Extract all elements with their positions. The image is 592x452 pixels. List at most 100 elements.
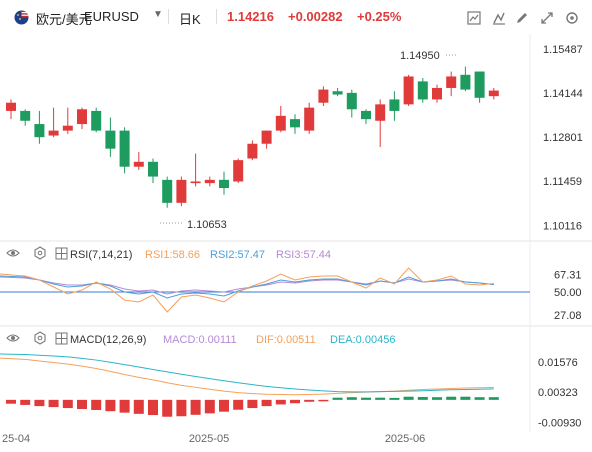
rsi-tick-label: 67.31 [554, 270, 582, 282]
symbol-name[interactable]: 欧元/美元 [36, 12, 92, 27]
date-tick-label: 2025-05 [189, 433, 229, 445]
candle-body [403, 76, 414, 105]
macd-histogram-bar [204, 399, 215, 414]
macd-tick-label: 0.01576 [538, 357, 578, 369]
candle-body [417, 81, 428, 100]
rsi-tick-label: 50.00 [554, 287, 582, 299]
rsi-axis: 67.31 50.00 27.08 [554, 270, 582, 322]
symbol-code[interactable]: EURUSD [84, 9, 139, 24]
fullscreen-icon[interactable] [538, 9, 556, 27]
macd-histogram-bar [389, 397, 400, 400]
macd-histogram-bar [275, 399, 286, 405]
settings-icon[interactable] [563, 9, 581, 27]
macd-histogram-bar [346, 397, 357, 400]
macd-histogram-bar [48, 399, 59, 408]
macd-histogram-bar [77, 399, 87, 410]
candle-body [34, 124, 45, 138]
macd-histogram-bar [105, 399, 116, 412]
candle-body [162, 179, 173, 203]
candle-body [233, 160, 244, 182]
macd-tick-label: 0.00323 [538, 387, 578, 399]
macd-histogram-bar [261, 399, 272, 407]
dea-line [0, 353, 494, 393]
macd-histogram-bar [460, 396, 471, 400]
candle-body [119, 130, 130, 167]
header-divider [216, 9, 217, 24]
macd-histogram-bar [403, 396, 414, 400]
candle-body [432, 87, 442, 100]
candle-body [91, 110, 102, 131]
candle-body [204, 179, 215, 184]
header-divider [168, 9, 169, 24]
indicator-icon[interactable] [490, 9, 508, 27]
candle-body [290, 119, 300, 128]
dea-legend: DEA:0.00456 [330, 334, 395, 346]
grid-icon[interactable] [55, 247, 68, 260]
price-tick-label: 1.11459 [543, 176, 582, 188]
macd-legend: MACD:0.00111 [163, 334, 237, 346]
candle-body [474, 71, 485, 98]
candle-body [62, 125, 73, 131]
candle-body [261, 130, 272, 144]
candle-body [77, 109, 87, 125]
macd-histogram-bar [190, 399, 201, 415]
candle-body [219, 179, 229, 189]
candle-body [133, 161, 144, 167]
candle-body [176, 179, 187, 203]
candle-body [190, 181, 201, 184]
price-axis: 1.15487 1.14144 1.12801 1.11459 1.10116 [543, 44, 583, 232]
us-eu-flag-icon [14, 10, 29, 25]
macd-histogram-bar [446, 396, 457, 400]
settings-icon[interactable] [34, 246, 46, 260]
draw-icon[interactable] [513, 9, 531, 27]
candle-body [105, 130, 116, 149]
candle-body [460, 74, 471, 90]
macd-histogram-bar [62, 399, 73, 409]
rsi1-legend: RSI1:58.66 [145, 249, 200, 261]
macd-histogram-bar [432, 397, 442, 400]
price-tick-label: 1.15487 [543, 44, 583, 56]
rsi-tick-label: 27.08 [554, 310, 582, 322]
macd-histogram-bar [318, 399, 329, 402]
candle-body [304, 107, 315, 131]
macd-series [0, 353, 499, 417]
macd-axis: 0.01576 0.00323 -0.00930 [538, 357, 581, 429]
grid-icon[interactable] [55, 332, 68, 345]
macd-histogram-bar [219, 399, 229, 412]
dif-line [0, 357, 494, 396]
candle-body [48, 130, 59, 136]
macd-histogram-bar [304, 399, 315, 402]
candlestick-series [6, 66, 499, 208]
price-change: +0.00282 [288, 9, 343, 24]
date-axis: 25-04 2025-05 2025-06 [2, 433, 425, 445]
price-tick-label: 1.10116 [543, 220, 582, 232]
macd-histogram-bar [119, 399, 130, 413]
dropdown-caret-icon[interactable]: ▼ [153, 9, 163, 20]
candle-body [346, 92, 357, 110]
macd-histogram-bar [20, 399, 31, 405]
timeframe-selector[interactable]: 日K [179, 12, 201, 27]
price-change-percent: +0.25% [357, 9, 402, 24]
macd-histogram-bar [162, 399, 173, 417]
macd-histogram-bar [34, 399, 45, 407]
rsi-lines [0, 267, 530, 313]
rsi3-legend: RSI3:57.44 [276, 249, 331, 261]
candle-body [148, 161, 158, 177]
macd-histogram-bar [247, 399, 258, 409]
last-price: 1.14216 [227, 9, 274, 24]
eye-icon[interactable] [6, 249, 20, 257]
macd-histogram-bar [290, 399, 300, 404]
candle-body [20, 110, 31, 121]
candle-body [318, 89, 329, 103]
crosshair-icon[interactable] [465, 9, 483, 27]
settings-icon[interactable] [34, 331, 46, 345]
candle-body [389, 99, 400, 111]
macd-histogram-bar [148, 399, 158, 416]
candle-body [275, 115, 286, 131]
candle-body [6, 102, 16, 111]
candle-body [446, 76, 457, 88]
eye-icon[interactable] [6, 334, 20, 342]
price-tick-label: 1.14144 [543, 88, 583, 100]
macd-tick-label: -0.00930 [538, 417, 581, 429]
